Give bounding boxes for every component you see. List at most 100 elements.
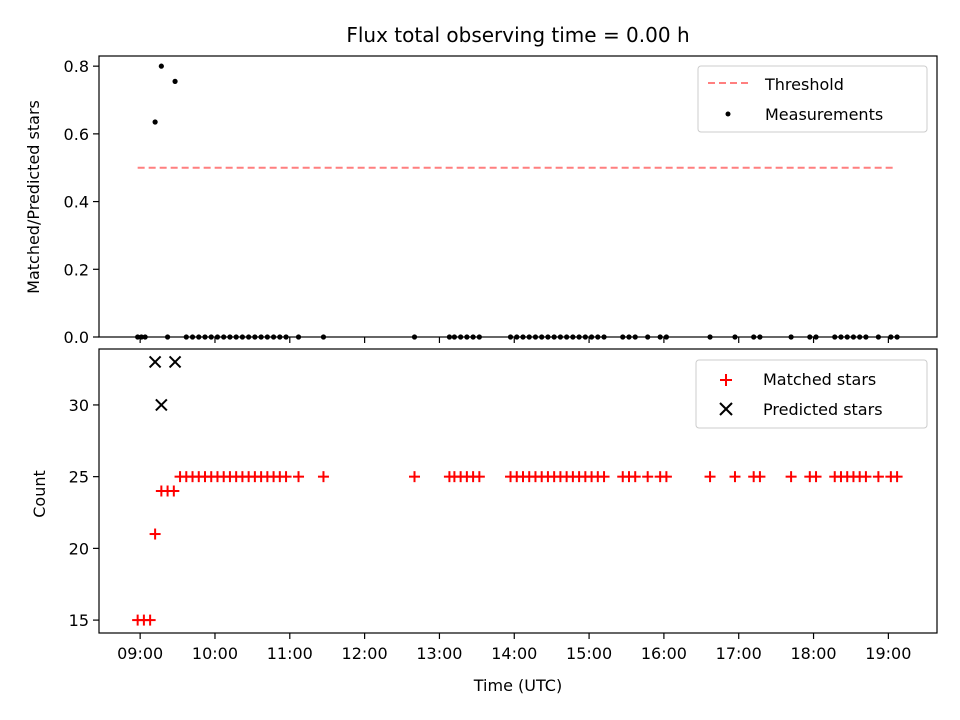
top-x-ticks bbox=[139, 337, 889, 343]
measurement-point bbox=[526, 334, 532, 340]
measurement-point bbox=[233, 334, 239, 340]
legend-measurements-label: Measurements bbox=[765, 105, 883, 124]
matched-star-point bbox=[317, 471, 329, 483]
measurement-point bbox=[221, 334, 227, 340]
top-y-tick-label: 0.6 bbox=[64, 125, 89, 144]
measurement-point bbox=[663, 334, 669, 340]
matched-star-point bbox=[729, 471, 741, 483]
matched-star-point bbox=[642, 471, 654, 483]
measurement-point bbox=[707, 334, 713, 340]
top-y-tick-label: 0.2 bbox=[64, 260, 89, 279]
measurement-point bbox=[214, 334, 221, 340]
matched-star-point bbox=[149, 528, 161, 540]
measurement-point bbox=[152, 119, 158, 125]
matched-star-point bbox=[660, 471, 672, 483]
measurement-point bbox=[507, 334, 514, 340]
measurement-point bbox=[751, 334, 757, 340]
bottom-legend: Matched stars Predicted stars bbox=[695, 359, 928, 429]
measurement-point bbox=[458, 334, 464, 340]
measurement-point bbox=[320, 334, 327, 340]
matched-star-point bbox=[280, 471, 292, 483]
measurement-point bbox=[470, 334, 476, 340]
matched-star-point bbox=[629, 471, 641, 483]
measurement-point bbox=[283, 334, 289, 340]
measurement-point bbox=[632, 334, 638, 340]
predicted-star-point bbox=[155, 398, 168, 412]
matched-star-point bbox=[891, 471, 903, 483]
measurement-point bbox=[138, 334, 144, 340]
measurement-point bbox=[164, 334, 171, 340]
measurement-point bbox=[158, 63, 164, 69]
bottom-y-axis-label: Count bbox=[30, 470, 49, 518]
measurement-point bbox=[601, 334, 607, 340]
matched-star-point bbox=[598, 471, 610, 483]
legend-predicted-label: Predicted stars bbox=[763, 400, 883, 419]
measurement-point bbox=[183, 334, 189, 340]
legend-matched-label: Matched stars bbox=[763, 370, 876, 389]
measurement-point bbox=[539, 334, 545, 340]
measurement-point bbox=[582, 334, 588, 340]
measurement-point bbox=[788, 334, 794, 340]
measurement-point bbox=[239, 334, 246, 340]
measurement-point bbox=[551, 334, 557, 340]
measurement-point bbox=[252, 334, 258, 340]
measurement-point bbox=[545, 334, 551, 340]
measurement-point bbox=[532, 334, 539, 340]
bottom-axes: 15 20 25 30 09:00 10:00 11:00 12:00 13:00 14:00 1… bbox=[30, 348, 938, 695]
chart-title: Flux total observing time = 0.00 h bbox=[346, 23, 689, 47]
legend-threshold-label: Threshold bbox=[764, 75, 844, 94]
matched-star-point bbox=[872, 471, 884, 483]
matched-star-point bbox=[408, 471, 420, 483]
measurement-point bbox=[446, 334, 453, 340]
x-tick-label: 18:00 bbox=[790, 644, 836, 663]
measurement-point bbox=[850, 334, 857, 340]
x-tick-label: 09:00 bbox=[117, 644, 163, 663]
measurement-point bbox=[227, 334, 233, 340]
measurement-point bbox=[657, 334, 663, 340]
legend-predicted-swatch bbox=[719, 402, 733, 416]
matched-star-point bbox=[810, 471, 822, 483]
bottom-plot-marks bbox=[132, 355, 903, 626]
measurement-point bbox=[135, 334, 141, 340]
legend-matched-swatch bbox=[720, 374, 732, 386]
top-y-ticks: 0.0 0.2 0.4 0.6 0.8 bbox=[64, 57, 99, 347]
measurement-point bbox=[732, 334, 738, 340]
measurement-point bbox=[411, 334, 418, 340]
matched-star-point bbox=[144, 614, 156, 626]
measurement-point bbox=[564, 334, 570, 340]
measurement-point bbox=[863, 334, 869, 340]
measurement-point bbox=[838, 334, 844, 340]
measurement-point bbox=[588, 334, 595, 340]
measurement-point bbox=[451, 334, 458, 340]
matched-star-point bbox=[293, 471, 305, 483]
measurement-point bbox=[246, 334, 252, 340]
measurement-point bbox=[270, 334, 277, 340]
measurement-point bbox=[844, 334, 850, 340]
bottom-legend-box bbox=[695, 359, 928, 429]
legend-measurements-swatch bbox=[725, 111, 731, 117]
measurement-point bbox=[813, 334, 819, 340]
matched-star-point bbox=[754, 471, 766, 483]
top-y-tick-label: 0.0 bbox=[64, 328, 89, 347]
matched-star-point bbox=[473, 471, 485, 483]
bottom-y-tick-label: 20 bbox=[69, 539, 89, 558]
measurement-point bbox=[142, 334, 148, 340]
measurement-point bbox=[857, 334, 863, 340]
x-tick-label: 12:00 bbox=[342, 644, 388, 663]
measurement-point bbox=[264, 334, 270, 340]
measurement-point bbox=[894, 334, 900, 340]
x-tick-label: 15:00 bbox=[566, 644, 612, 663]
measurement-point bbox=[875, 334, 881, 340]
measurement-point bbox=[520, 334, 526, 340]
bottom-y-tick-label: 15 bbox=[69, 611, 89, 630]
matched-star-point bbox=[860, 471, 872, 483]
measurement-point bbox=[277, 334, 283, 340]
measurement-point bbox=[620, 334, 626, 340]
measurement-point bbox=[595, 334, 601, 340]
measurement-point bbox=[189, 334, 196, 340]
x-axis-label: Time (UTC) bbox=[473, 676, 562, 695]
measurement-point bbox=[626, 334, 632, 340]
matched-star-point bbox=[704, 471, 716, 483]
measurement-point bbox=[476, 334, 482, 340]
